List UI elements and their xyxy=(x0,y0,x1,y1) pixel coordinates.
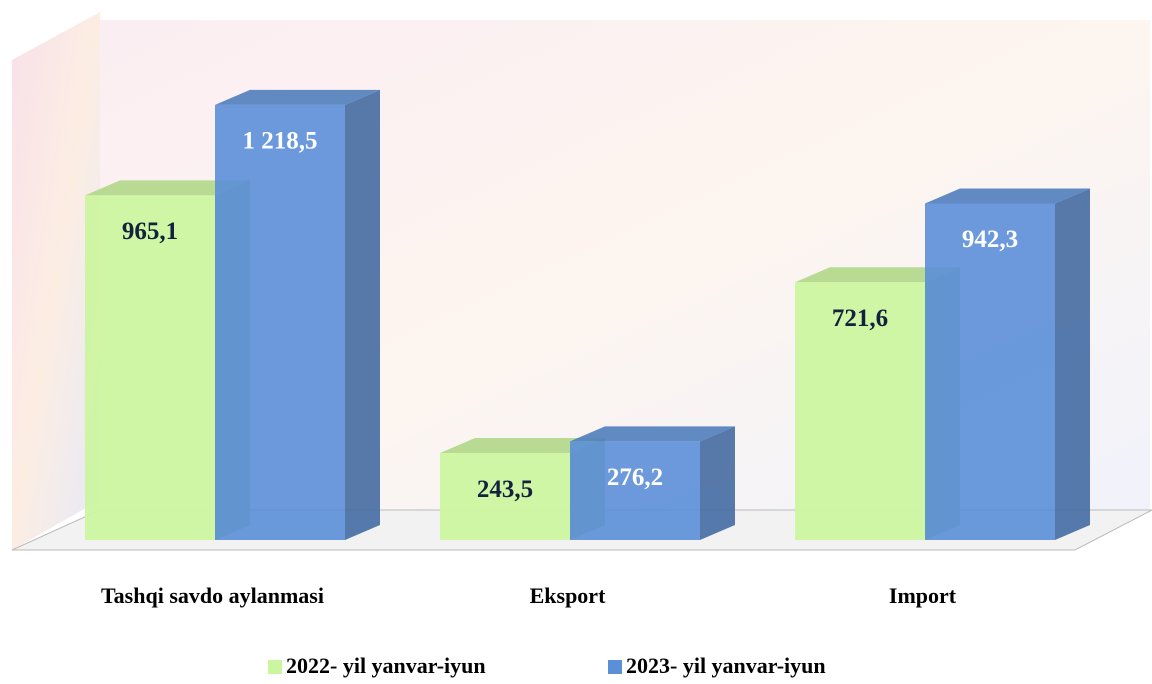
value-label: 276,2 xyxy=(607,464,663,491)
legend-label: 2023- yil yanvar-iyun xyxy=(626,653,826,678)
bar-top xyxy=(795,267,960,283)
bar-top xyxy=(925,188,1090,204)
legend: 2022- yil yanvar-iyun 2023- yil yanvar-iy… xyxy=(268,653,826,678)
value-label: 942,3 xyxy=(962,226,1018,253)
bar xyxy=(925,203,1055,540)
bar xyxy=(570,441,700,540)
legend-label: 2022- yil yanvar-iyun xyxy=(286,653,486,678)
bar xyxy=(440,453,570,540)
value-label: 721,6 xyxy=(832,305,888,332)
x-tick-label: Import xyxy=(889,583,957,608)
bar-side xyxy=(345,89,380,541)
bar-top xyxy=(570,426,735,442)
x-tick-label: Tashqi savdo aylanmasi xyxy=(101,583,324,608)
value-label: 1 218,5 xyxy=(243,128,318,155)
value-label: 965,1 xyxy=(122,218,178,245)
bar xyxy=(215,104,345,541)
bar xyxy=(85,195,215,541)
x-tick-label: Eksport xyxy=(530,583,606,608)
bar-top xyxy=(440,438,605,454)
bar-top xyxy=(85,180,250,196)
back-wall-left xyxy=(12,12,100,550)
bar-top xyxy=(215,89,380,105)
bar-side xyxy=(700,426,735,540)
legend-swatch xyxy=(268,660,282,674)
bar xyxy=(795,282,925,540)
value-label: 243,5 xyxy=(477,476,533,503)
legend-swatch xyxy=(608,660,622,674)
bar-side xyxy=(1055,188,1090,540)
bars: 965,1 1 218,5 243,5 276,2 721,6 942,3 xyxy=(85,89,1090,541)
